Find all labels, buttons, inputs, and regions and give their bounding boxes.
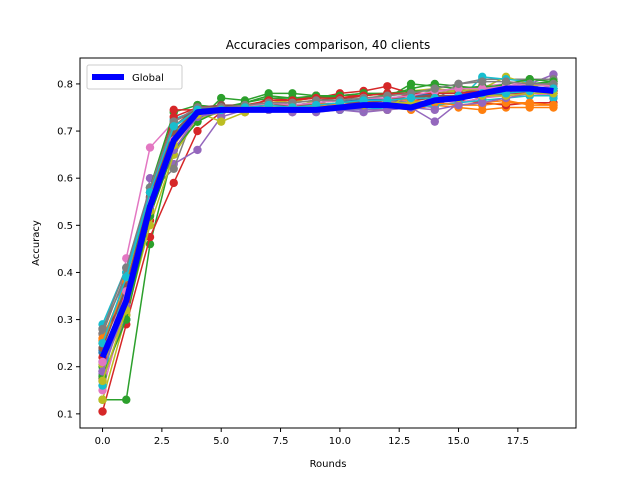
x-tick-label: 2.5: [154, 436, 170, 447]
legend-label-global: Global: [132, 73, 164, 84]
legend-box: [86, 64, 183, 90]
y-tick-label: 0.7: [57, 127, 73, 138]
client-data-point: [122, 272, 131, 282]
client-data-point: [169, 105, 178, 115]
client-data-point: [122, 395, 131, 404]
client-data-point: [406, 93, 416, 103]
x-tick-label: 17.5: [507, 436, 529, 447]
y-tick-label: 0.2: [57, 362, 73, 373]
global-line: [99, 85, 554, 359]
x-tick-label: 10.0: [329, 436, 351, 447]
client-data-point: [169, 164, 178, 173]
y-tick-label: 0.5: [57, 221, 73, 232]
client-data-point: [98, 357, 107, 367]
client-data-point: [169, 178, 178, 188]
x-axis-label: Rounds: [310, 459, 347, 470]
x-tick-label: 0.0: [95, 436, 111, 447]
client-data-point: [193, 126, 202, 136]
plot-frame: [79, 57, 577, 429]
x-tick-label: 5.0: [213, 436, 229, 447]
client-data-point: [430, 105, 439, 115]
client-data-point: [193, 145, 202, 155]
client-data-point: [430, 117, 439, 126]
client-data-point: [478, 77, 487, 86]
y-axis-label: Accuracy: [31, 220, 42, 266]
client-data-point: [549, 100, 558, 110]
y-tick-label: 0.1: [57, 409, 73, 420]
client-data-point: [454, 79, 463, 89]
x-tick-label: 7.5: [273, 436, 289, 447]
client-data-point: [501, 77, 511, 86]
client-data-point: [217, 117, 226, 126]
client-data-point: [98, 376, 107, 386]
legend: Global: [86, 64, 183, 90]
client-data-point: [145, 143, 155, 152]
client-data-point: [98, 395, 107, 404]
y-tick-label: 0.3: [57, 315, 73, 326]
client-data-point: [525, 98, 534, 107]
y-tick-label: 0.6: [57, 174, 73, 185]
client-data-point: [98, 407, 107, 416]
client-data-point: [169, 122, 178, 131]
client-data-point: [430, 84, 439, 93]
y-tick-label: 0.4: [57, 268, 73, 279]
chart-title: Accuracies comparison, 40 clients: [226, 38, 430, 52]
x-axis: 0.0 2.5 5.0 7.5 10.0 12.5 15.0 17.5: [95, 428, 529, 447]
client-data-point: [454, 100, 463, 110]
x-tick-label: 12.5: [388, 436, 410, 447]
client-data-point: [217, 93, 226, 103]
global-series-line: [99, 85, 554, 359]
client-data-point: [383, 82, 392, 91]
x-tick-label: 15.0: [447, 436, 469, 447]
y-axis: 0.1 0.2 0.3 0.4 0.5 0.6 0.7 0.8: [57, 79, 80, 420]
client-data-point: [98, 324, 107, 334]
y-tick-label: 0.8: [57, 79, 73, 90]
client-data-point: [478, 98, 487, 107]
